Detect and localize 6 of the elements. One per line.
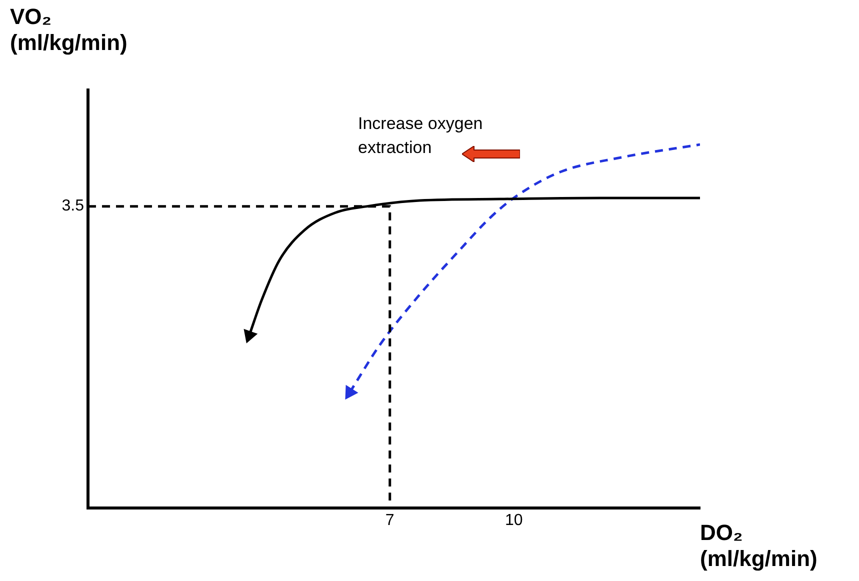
y-axis-title: VO₂ (ml/kg/min) (10, 4, 128, 56)
x-tick-label: 10 (505, 512, 523, 530)
x-axis-title: DO₂ (ml/kg/min) (700, 520, 818, 572)
annotation: Increase oxygen extraction (358, 113, 484, 159)
text: 3.5 (62, 198, 84, 215)
x-tick-label: 7 (385, 512, 394, 530)
